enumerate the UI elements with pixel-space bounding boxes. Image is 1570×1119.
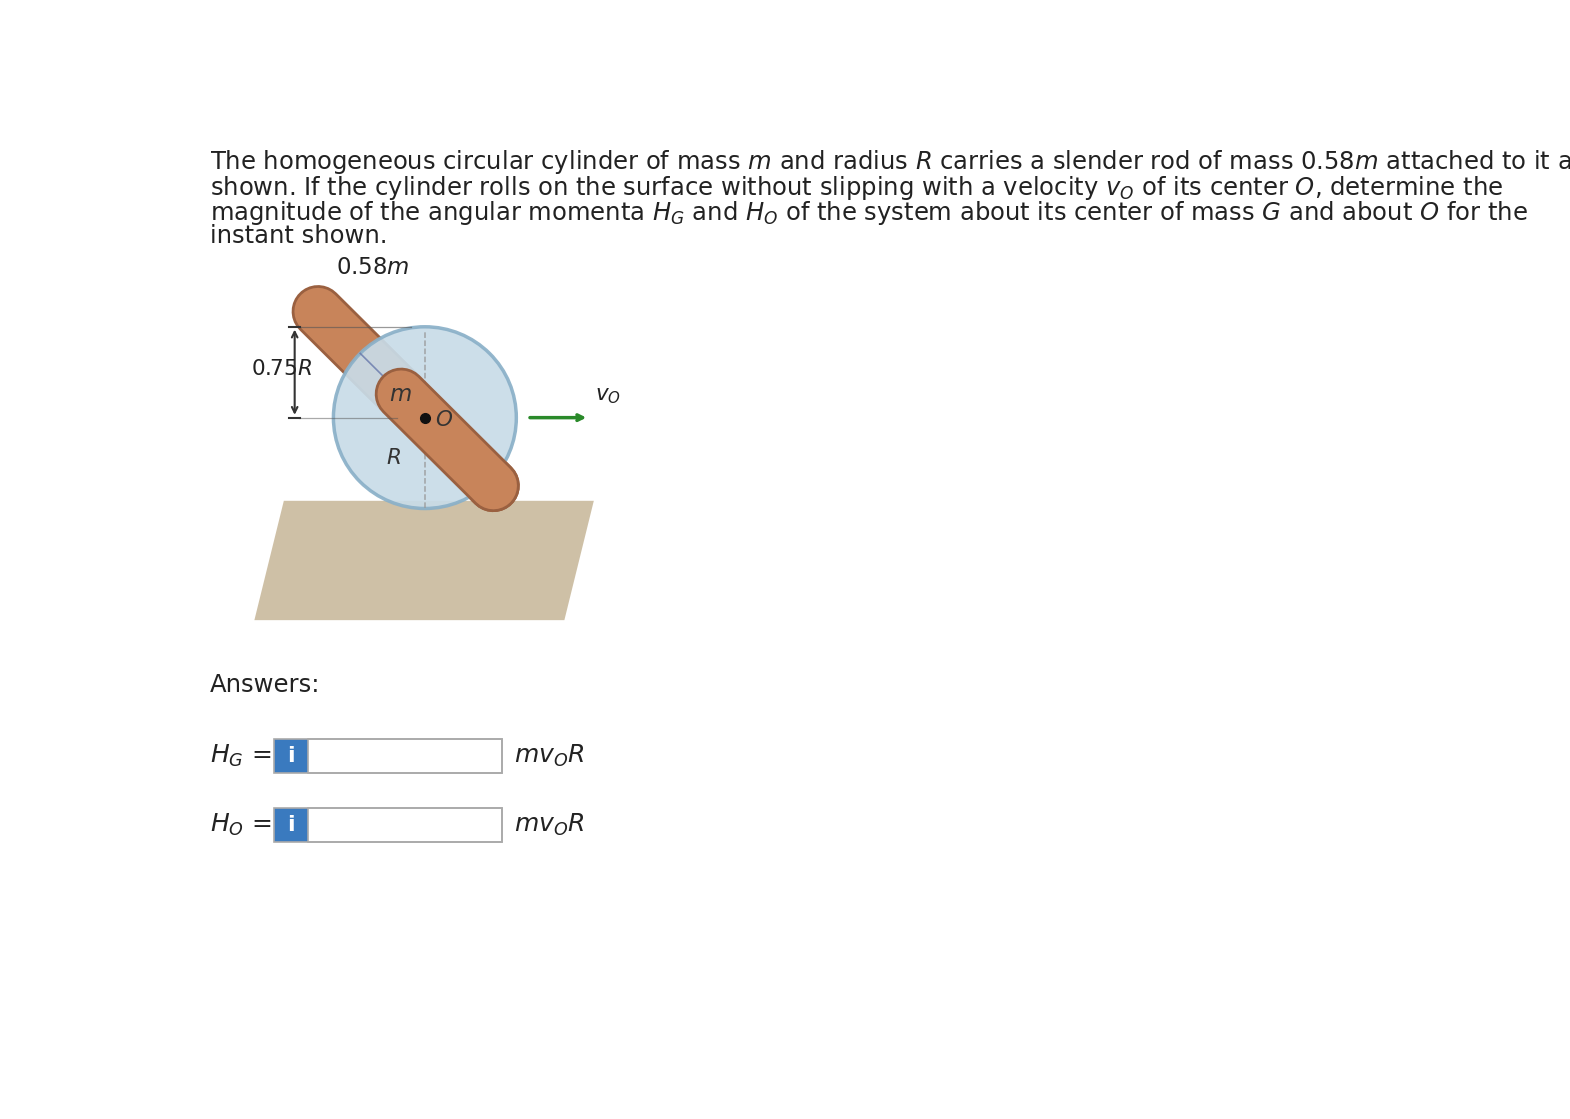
Text: $mv_OR$: $mv_OR$	[513, 812, 584, 838]
Text: i: i	[287, 745, 295, 765]
Text: Answers:: Answers:	[210, 674, 320, 697]
Text: The homogeneous circular cylinder of mass $m$ and radius $R$ carries a slender r: The homogeneous circular cylinder of mas…	[210, 148, 1570, 176]
Text: $m$: $m$	[389, 383, 411, 406]
Polygon shape	[254, 501, 593, 620]
Text: instant shown.: instant shown.	[210, 225, 388, 248]
FancyBboxPatch shape	[308, 739, 502, 772]
Text: shown. If the cylinder rolls on the surface without slipping with a velocity $v_: shown. If the cylinder rolls on the surf…	[210, 173, 1504, 201]
Text: i: i	[287, 815, 295, 835]
FancyBboxPatch shape	[308, 808, 502, 841]
Text: 0.75$R$: 0.75$R$	[251, 359, 312, 379]
Text: $O$: $O$	[435, 410, 454, 430]
Text: 0.58$m$: 0.58$m$	[336, 256, 410, 279]
Text: $H_G$ =: $H_G$ =	[210, 743, 272, 769]
FancyBboxPatch shape	[273, 808, 308, 841]
Text: $R$: $R$	[386, 448, 402, 468]
Text: magnitude of the angular momenta $H_G$ and $H_O$ of the system about its center : magnitude of the angular momenta $H_G$ a…	[210, 199, 1528, 227]
Text: $v_O$: $v_O$	[595, 386, 622, 406]
Text: $mv_OR$: $mv_OR$	[513, 743, 584, 769]
FancyBboxPatch shape	[273, 739, 308, 772]
Text: $H_O$ =: $H_O$ =	[210, 812, 272, 838]
Circle shape	[333, 327, 517, 508]
